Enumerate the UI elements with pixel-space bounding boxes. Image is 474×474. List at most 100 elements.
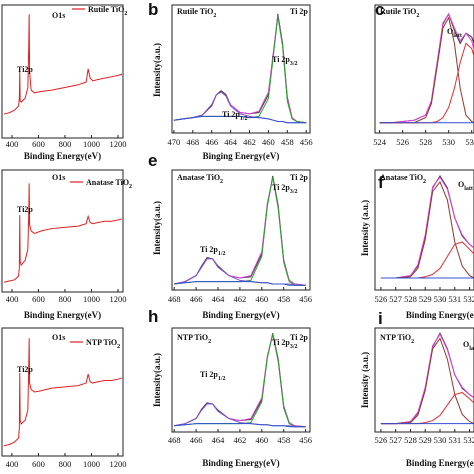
spectrum-line [380,333,474,425]
annotation-sub: 3/2 [290,189,298,195]
spectrum-line [173,16,307,124]
x-tick-label: 528 [419,137,432,147]
x-tick-label: 400 [6,459,19,469]
panel-letter: b [148,0,158,19]
annotation: Ti 2p [290,173,308,182]
y-axis-label: Intensity (a.u.) [360,200,370,256]
sample-label-text: Anatase TiO [177,173,220,182]
legend-label-sub: 2 [129,184,132,190]
plot-frame [1,327,124,457]
legend-label-text: Anatase TiO [86,178,129,187]
sample-label-text: Rutile TiO [177,7,213,16]
x-axis-label: Binding Energy(eV) [24,151,101,161]
annotation-sub: 1/2 [218,251,226,257]
annotation-text: O1s [52,173,65,182]
x-tick-label: 528 [404,435,417,445]
annotation-text: O [447,27,453,36]
legend-label: Anatase TiO2 [86,178,132,190]
x-tick-label: 524 [373,137,387,147]
x-tick-label: 529 [419,294,432,304]
spectrum-line [3,183,123,283]
x-tick-label: 527 [389,294,402,304]
x-tick-label: 400 [6,139,19,149]
x-tick-label: 600 [32,294,45,304]
x-axis-label: Binding Energy(eV) [202,310,279,320]
annotation-text: Ti 2p [290,173,308,182]
annotation-text: Ti 2p [222,110,240,119]
x-tick-label: 460 [262,137,275,147]
x-tick-label: 531 [448,435,461,445]
x-tick-label: 1000 [83,459,100,469]
annotation: Ti 2p [290,7,308,16]
annotation: Ti 2p3/2 [272,338,298,350]
spectrum-line [379,12,474,124]
annotation: Ti2p [17,65,33,74]
sample-label-sub: 2 [208,339,211,345]
annotation-text: O [463,340,469,349]
plot-frame [1,169,124,293]
x-tick-label: 456 [300,137,313,147]
x-tick-label: 458 [277,435,290,445]
x-tick-label: 464 [212,435,226,445]
panel-letter: f [378,173,384,192]
annotation-sub: 3/2 [290,344,298,350]
x-tick-label: 526 [375,294,388,304]
x-axis-label: Binding Energy(eV) [24,310,101,320]
x-tick-label: 464 [224,137,238,147]
spectrum-line [3,14,123,115]
annotation-sub: 1/2 [240,116,248,122]
y-axis-label: Intensity (a.u.) [360,352,370,408]
x-tick-label: 466 [190,435,203,445]
plot-frame [374,4,474,134]
sample-label-text: Rutile TiO [380,7,416,16]
annotation-text: Ti 2p [290,333,308,342]
x-tick-label: 1200 [109,459,126,469]
sample-label: NTP TiO2 [380,333,414,345]
x-tick-label: 458 [281,137,294,147]
x-tick-label: 1000 [83,139,100,149]
spectrum-line [380,337,474,425]
x-tick-label: 462 [243,137,256,147]
annotation: O1s [52,333,65,342]
x-tick-label: 527 [389,435,402,445]
legend-label-text: NTP TiO [86,338,117,347]
annotation: Olatt [458,180,473,192]
plot-frame [171,169,311,291]
annotation-sub: latt [469,346,474,352]
annotation-text: Ti2p [17,365,33,374]
x-tick-label: 529 [419,435,432,445]
annotation: O1s [52,173,65,182]
annotation-text: O1s [52,333,65,342]
x-tick-label: 466 [190,294,203,304]
x-tick-label: 800 [59,294,72,304]
x-tick-label: 530 [434,294,447,304]
plot-frame [374,169,474,291]
panel-letter: i [378,309,383,328]
x-tick-label: 1200 [109,294,126,304]
x-tick-label: 456 [299,294,312,304]
annotation: Ti 2p [290,333,308,342]
x-tick-label: 468 [168,294,181,304]
sample-label: Anatase TiO2 [380,173,426,185]
spectrum-line [174,281,306,286]
panel-letter: c [375,0,384,19]
x-tick-label: 528 [404,294,417,304]
x-tick-label: 462 [234,435,247,445]
x-tick-label: 532 [463,435,474,445]
x-axis-label: Binding Energy(eV) [202,458,279,468]
x-tick-label: 466 [205,137,218,147]
y-axis-label: Intensity(a.u.) [152,353,162,407]
x-tick-label: 532 [463,294,474,304]
annotation-text: O [458,180,464,189]
annotation: Ti 2p3/2 [272,183,298,195]
spectrum-line [380,176,474,279]
plot-frame [1,4,124,139]
x-tick-label: 526 [396,137,409,147]
sample-label-sub: 2 [416,13,419,19]
legend-label-sub: 2 [124,11,127,17]
x-tick-label: 460 [255,435,268,445]
annotation: Ti 2p1/2 [200,370,226,382]
spectrum-line [173,13,307,124]
annotation: Ti 2p1/2 [222,110,248,122]
